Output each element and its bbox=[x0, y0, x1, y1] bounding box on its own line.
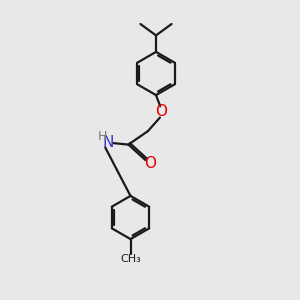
Text: N: N bbox=[103, 135, 114, 150]
Text: O: O bbox=[144, 156, 156, 171]
Text: H: H bbox=[98, 130, 107, 143]
Text: O: O bbox=[155, 104, 167, 119]
Text: CH₃: CH₃ bbox=[120, 254, 141, 264]
